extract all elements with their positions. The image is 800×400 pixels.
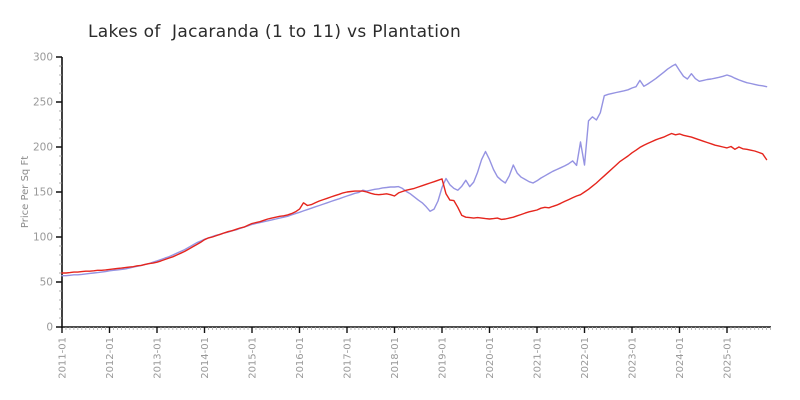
axes — [61, 57, 771, 328]
series-line-1 — [61, 63, 768, 277]
x-tick-label: 2016-01 — [295, 337, 306, 379]
y-tick-label: 300 — [33, 52, 53, 64]
y-tick-label: 200 — [33, 142, 53, 154]
y-tick-label: 150 — [33, 187, 53, 199]
x-tick-label: 2023-01 — [628, 337, 639, 379]
x-tick-label: 2011-01 — [58, 337, 69, 379]
x-tick-label: 2013-01 — [153, 337, 164, 379]
y-tick-label: 100 — [33, 232, 53, 244]
x-tick-label: 2025-01 — [723, 337, 734, 379]
x-tick-label: 2021-01 — [533, 337, 544, 379]
x-tick-label: 2020-01 — [485, 337, 496, 379]
x-tick-label: 2018-01 — [390, 337, 401, 379]
x-tick-label: 2015-01 — [248, 337, 259, 379]
series-line-0 — [61, 132, 768, 274]
x-tick-label: 2024-01 — [675, 337, 686, 379]
x-tick-label: 2019-01 — [438, 337, 449, 379]
y-tick-label: 250 — [33, 97, 53, 109]
chart-title: Lakes of Jacaranda (1 to 11) vs Plantati… — [88, 22, 462, 42]
x-tick-label: 2014-01 — [200, 337, 211, 379]
y-axis-label: Price Per Sq Ft — [20, 156, 31, 228]
y-tick-label: 50 — [40, 277, 53, 289]
x-tick-label: 2017-01 — [343, 337, 354, 379]
x-tick-label: 2012-01 — [105, 337, 116, 379]
x-tick-label: 2022-01 — [580, 337, 591, 379]
y-axis-ticks: 0 50 100 150 200 250 300 — [33, 52, 62, 334]
y-tick-label: 0 — [46, 322, 53, 334]
x-axis-ticks: 2011-01 2012-01 2013-01 2014-01 2015-01 2016-… — [58, 327, 771, 379]
